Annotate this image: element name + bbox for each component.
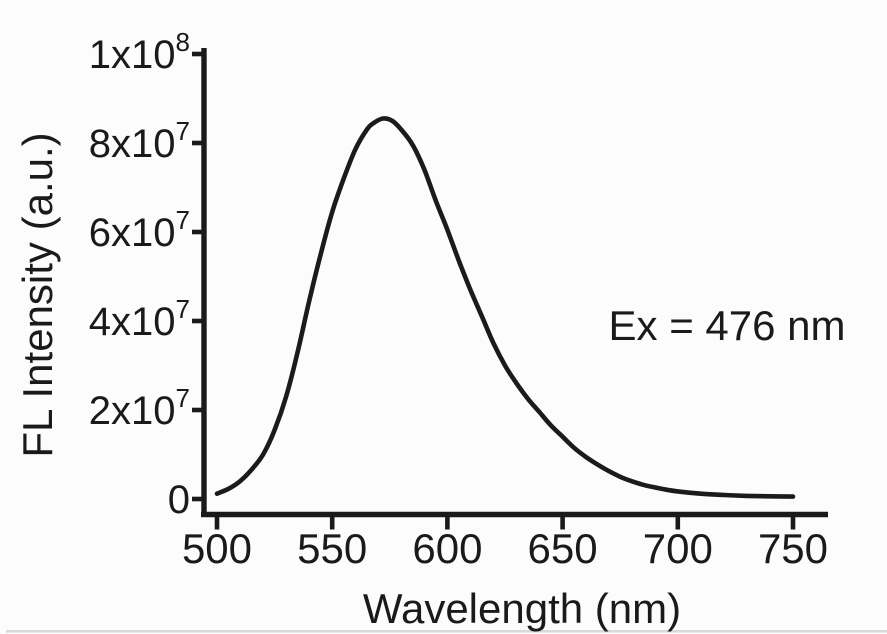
y-tick-label: 4x107 bbox=[89, 294, 190, 344]
x-tick-label: 550 bbox=[297, 525, 367, 572]
y-tick-label: 0 bbox=[168, 478, 190, 522]
y-axis-tick-labels: 1x108 8x107 6x107 4x107 2x107 0 bbox=[89, 27, 190, 522]
x-axis-ticks bbox=[214, 515, 796, 530]
x-tick-label: 500 bbox=[182, 525, 252, 572]
x-axis-tick-labels: 500 550 600 650 700 750 bbox=[182, 525, 828, 572]
y-axis-title: FL Intensity (a.u.) bbox=[14, 132, 61, 457]
photo-edge-artifact bbox=[6, 630, 887, 633]
x-tick-label: 700 bbox=[643, 525, 713, 572]
excitation-annotation: Ex = 476 nm bbox=[609, 302, 846, 349]
axes bbox=[201, 48, 828, 518]
y-tick-label: 8x107 bbox=[89, 116, 190, 166]
x-tick-label: 650 bbox=[528, 525, 598, 572]
y-tick-label: 2x107 bbox=[89, 383, 190, 433]
x-tick-label: 600 bbox=[412, 525, 482, 572]
x-axis-title: Wavelength (nm) bbox=[363, 585, 681, 632]
y-tick-label: 1x108 bbox=[89, 27, 190, 77]
x-tick-label: 750 bbox=[758, 525, 828, 572]
y-tick-label: 6x107 bbox=[89, 205, 190, 255]
emission-curve bbox=[214, 116, 796, 499]
y-axis-ticks bbox=[192, 51, 207, 502]
